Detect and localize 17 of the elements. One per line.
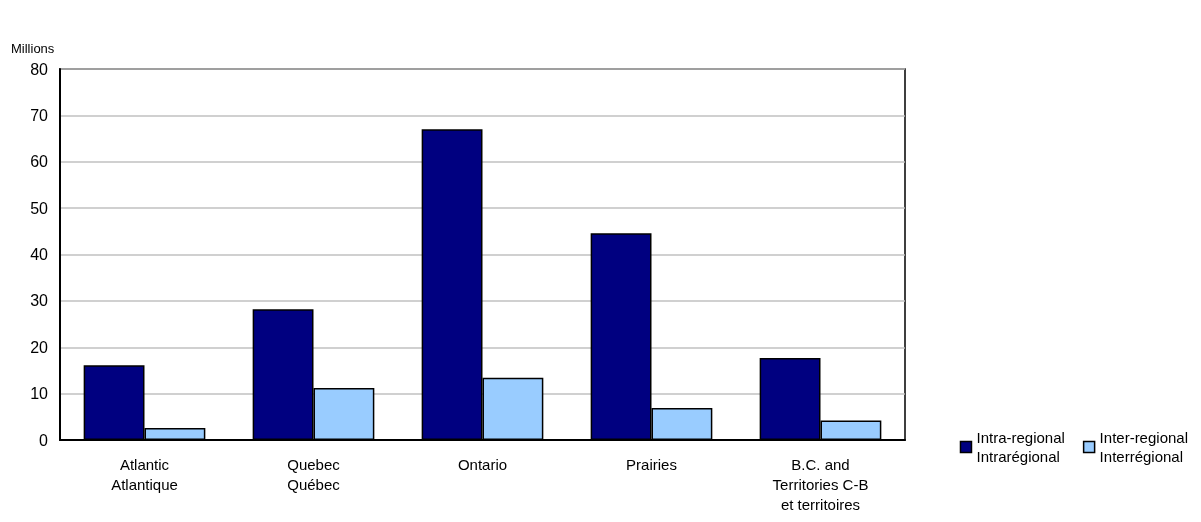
y-tick-label: 80 [30,60,49,78]
y-tick-label: 20 [30,338,49,356]
y-tick-label: 60 [30,153,49,171]
y-tick-label: 70 [30,106,49,124]
y-tick-label: 50 [30,199,49,217]
legend-label: Inter-regional Interrégional [1099,429,1189,465]
y-tick-label: 10 [30,385,49,403]
y-tick-label: 40 [30,246,49,263]
legend-label: Intra-regional Intrarégional [976,429,1065,465]
y-tick-label: 30 [30,292,49,310]
x-tick-label: B.C. and Territories C-B et territoires [772,455,869,513]
x-tick-label: Prairies [626,455,677,473]
x-tick-label: Atlantic Atlantique [111,455,178,493]
x-tick-label: Quebec Québec [287,455,341,493]
x-tick-label: Ontario [457,455,508,473]
y-axis-title: Millions [11,41,55,56]
y-tick-label: 0 [39,431,49,449]
